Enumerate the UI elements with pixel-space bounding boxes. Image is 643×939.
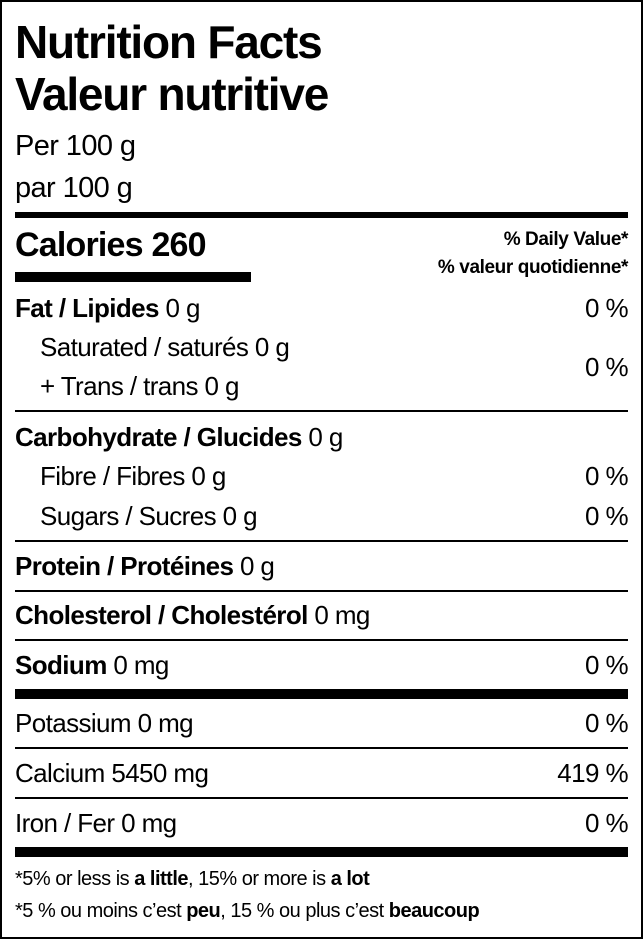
divider	[15, 540, 628, 542]
divider	[15, 747, 628, 749]
row-trans: + Trans / trans 0 g	[40, 371, 239, 401]
footnote-en: *5% or less is a little, 15% or more is …	[15, 868, 370, 890]
divider	[15, 639, 628, 641]
row-sodium: Sodium 0 mg 0 %	[15, 650, 629, 680]
calories-bar	[15, 272, 251, 282]
row-calcium: Calcium 5450 mg 419 %	[15, 758, 629, 788]
title-en: Nutrition Facts	[15, 16, 323, 68]
divider-thick	[15, 689, 628, 699]
title-fr: Valeur nutritive	[15, 68, 329, 120]
row-cholesterol: Cholesterol / Cholestérol 0 mg	[15, 600, 370, 630]
daily-value-header: % Daily Value*% valeur quotidienne*	[437, 229, 628, 278]
serving-en: Per 100 g	[15, 130, 136, 162]
divider	[15, 410, 628, 412]
row-iron: Iron / Fer 0 mg 0 %	[15, 808, 629, 838]
divider	[15, 797, 628, 799]
row-carbohydrate: Carbohydrate / Glucides 0 g	[15, 422, 343, 452]
divider-thick	[15, 212, 628, 218]
calories: Calories 260	[15, 226, 207, 264]
serving-fr: par 100 g	[15, 172, 133, 204]
divider	[15, 590, 628, 592]
divider-thick	[15, 847, 628, 857]
footnote-fr: *5 % ou moins c’est peu, 15 % ou plus c’…	[15, 900, 480, 922]
row-protein: Protein / Protéines 0 g	[15, 551, 275, 581]
row-potassium: Potassium 0 mg 0 %	[15, 708, 629, 738]
